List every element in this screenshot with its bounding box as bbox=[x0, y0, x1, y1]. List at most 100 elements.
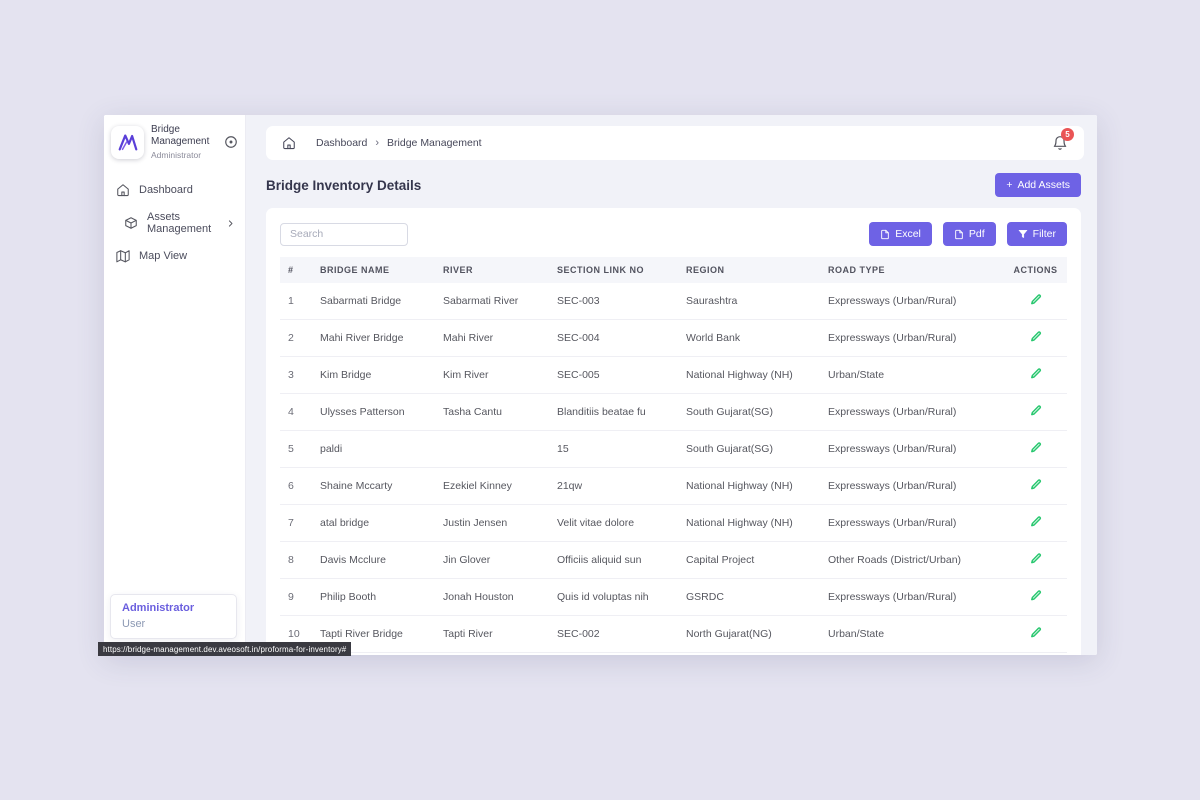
road-type-cell: National Highway (NH) bbox=[820, 652, 1004, 655]
bell-icon bbox=[1052, 135, 1068, 151]
plus-icon: + bbox=[1006, 179, 1013, 191]
section-link-cell: 15 bbox=[549, 430, 678, 468]
row-number-cell: 7 bbox=[280, 504, 312, 542]
edit-row-button[interactable] bbox=[1030, 478, 1042, 490]
table-body: 1 Sabarmati Bridge Sabarmati River SEC-0… bbox=[280, 283, 1067, 655]
table-row: 10 Tapti River Bridge Tapti River SEC-00… bbox=[280, 615, 1067, 653]
river-cell: Jonah Houston bbox=[435, 578, 549, 616]
edit-row-button[interactable] bbox=[1030, 552, 1042, 564]
bridge-name-cell: Kim Bridge bbox=[312, 356, 435, 394]
actions-cell bbox=[1004, 356, 1067, 394]
pencil-icon bbox=[1030, 626, 1042, 638]
road-type-cell: Expressways (Urban/Rural) bbox=[820, 467, 1004, 505]
river-cell: Tasha Cantu bbox=[435, 393, 549, 431]
user-role-link[interactable]: User bbox=[122, 618, 146, 630]
topbar: Dashboard › Bridge Management 5 bbox=[266, 126, 1084, 160]
section-link-cell: SEC-003 bbox=[549, 283, 678, 320]
table-row: 3 Kim Bridge Kim River SEC-005 National … bbox=[280, 356, 1067, 394]
road-type-cell: Expressways (Urban/Rural) bbox=[820, 283, 1004, 320]
edit-row-button[interactable] bbox=[1030, 626, 1042, 638]
edit-row-button[interactable] bbox=[1030, 441, 1042, 453]
road-type-cell: Expressways (Urban/Rural) bbox=[820, 578, 1004, 616]
column-header-num: # bbox=[280, 257, 312, 283]
pencil-icon bbox=[1030, 293, 1042, 305]
home-icon[interactable] bbox=[282, 136, 296, 150]
table-header: # BRIDGE NAME RIVER SECTION LINK NO REGI… bbox=[280, 257, 1067, 283]
column-header-actions: ACTIONS bbox=[1004, 257, 1067, 283]
pencil-icon bbox=[1030, 330, 1042, 342]
row-number-cell: 3 bbox=[280, 356, 312, 394]
road-type-cell: Expressways (Urban/Rural) bbox=[820, 430, 1004, 468]
edit-row-button[interactable] bbox=[1030, 404, 1042, 416]
edit-row-button[interactable] bbox=[1030, 515, 1042, 527]
export-buttons: Excel Pdf bbox=[869, 222, 1067, 246]
bridge-name-cell: Davis Mcclure bbox=[312, 541, 435, 579]
search-input[interactable] bbox=[280, 222, 408, 246]
app-logo bbox=[111, 125, 144, 159]
filter-button[interactable]: Filter bbox=[1006, 222, 1067, 246]
link-url-status-bar: https://bridge-management.dev.aveosoft.i… bbox=[98, 642, 352, 656]
add-assets-button[interactable]: + Add Assets bbox=[995, 173, 1081, 197]
actions-cell bbox=[1004, 430, 1067, 468]
brand-title: Bridge Management bbox=[151, 124, 210, 147]
breadcrumb-item-bridge-management[interactable]: Bridge Management bbox=[387, 137, 482, 149]
region-cell: National Highway (NH) bbox=[678, 467, 820, 505]
home-icon bbox=[116, 183, 130, 197]
actions-cell bbox=[1004, 283, 1067, 320]
excel-label: Excel bbox=[895, 228, 921, 240]
pencil-icon bbox=[1030, 441, 1042, 453]
section-link-cell: Velit vitae dolore bbox=[549, 504, 678, 542]
add-assets-label: Add Assets bbox=[1017, 179, 1070, 191]
actions-cell bbox=[1004, 393, 1067, 431]
river-cell: Kim River bbox=[435, 356, 549, 394]
edit-row-button[interactable] bbox=[1030, 589, 1042, 601]
excel-export-button[interactable]: Excel bbox=[869, 222, 932, 246]
column-header-section: SECTION LINK NO bbox=[549, 257, 678, 283]
user-menu-card[interactable]: Administrator User bbox=[110, 594, 237, 639]
row-number-cell: 6 bbox=[280, 467, 312, 505]
filter-label: Filter bbox=[1032, 228, 1056, 240]
app-window: Bridge Management Administrator bbox=[104, 115, 1097, 655]
breadcrumb: Dashboard › Bridge Management bbox=[316, 137, 482, 149]
region-cell: South Gujarat(SG) bbox=[678, 430, 820, 468]
row-number-cell: 9 bbox=[280, 578, 312, 616]
sidebar-item-map-view[interactable]: Map View bbox=[104, 242, 245, 270]
edit-row-button[interactable] bbox=[1030, 330, 1042, 342]
bridge-name-cell: et bbox=[312, 652, 435, 655]
bridge-name-cell: Philip Booth bbox=[312, 578, 435, 616]
region-cell: Saurashtra bbox=[678, 283, 820, 320]
page-title: Bridge Inventory Details bbox=[266, 177, 422, 193]
region-cell: National Highway (NH) bbox=[678, 504, 820, 542]
pdf-export-button[interactable]: Pdf bbox=[942, 222, 996, 246]
breadcrumb-separator: › bbox=[375, 137, 380, 149]
column-header-river: RIVER bbox=[435, 257, 549, 283]
region-cell: South Gujarat(SG) bbox=[678, 393, 820, 431]
section-link-cell: SEC-004 bbox=[549, 319, 678, 357]
bridge-name-cell: Shaine Mccarty bbox=[312, 467, 435, 505]
river-cell: Mahi River bbox=[435, 319, 549, 357]
sidebar-item-label: Map View bbox=[139, 250, 188, 262]
edit-row-button[interactable] bbox=[1030, 293, 1042, 305]
road-type-cell: Expressways (Urban/Rural) bbox=[820, 504, 1004, 542]
column-header-road: ROAD TYPE bbox=[820, 257, 1004, 283]
breadcrumb-item-dashboard[interactable]: Dashboard bbox=[316, 137, 368, 149]
river-cell: Tapti River bbox=[435, 615, 549, 653]
sidebar-item-dashboard[interactable]: Dashboard bbox=[104, 176, 245, 204]
river-cell: 1 bbox=[435, 652, 549, 655]
filter-icon bbox=[1018, 229, 1028, 239]
table-toolbar: Excel Pdf bbox=[280, 222, 1067, 246]
river-cell: Ezekiel Kinney bbox=[435, 467, 549, 505]
mountain-logo-icon bbox=[117, 131, 139, 153]
actions-cell bbox=[1004, 541, 1067, 579]
edit-row-button[interactable] bbox=[1030, 367, 1042, 379]
row-number-cell: 4 bbox=[280, 393, 312, 431]
river-cell: Justin Jensen bbox=[435, 504, 549, 542]
region-cell: GSRDC bbox=[678, 578, 820, 616]
sidebar-pin-toggle[interactable] bbox=[224, 135, 238, 149]
sidebar-nav: Dashboard Assets Management bbox=[104, 176, 245, 270]
table-row: 2 Mahi River Bridge Mahi River SEC-004 W… bbox=[280, 319, 1067, 357]
notifications-button[interactable]: 5 bbox=[1052, 128, 1074, 151]
sidebar-item-assets-management[interactable]: Assets Management bbox=[104, 204, 245, 242]
table-row: 1 Sabarmati Bridge Sabarmati River SEC-0… bbox=[280, 283, 1067, 320]
sidebar-header: Bridge Management Administrator bbox=[104, 115, 245, 168]
